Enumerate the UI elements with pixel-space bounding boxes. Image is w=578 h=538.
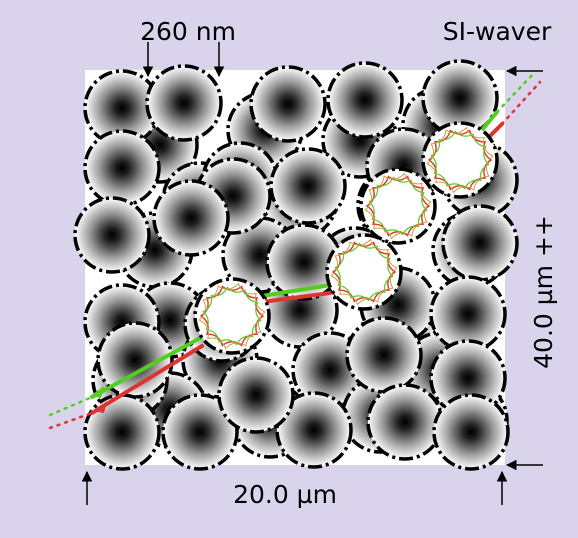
sphere-particle-48	[83, 393, 161, 471]
sphere-particle-34	[152, 179, 230, 257]
hollow-particle-1	[325, 233, 403, 311]
sphere-particle-49	[217, 356, 295, 434]
side-scale-label: 40.0 µm ++	[529, 215, 558, 369]
sphere-particle-27	[326, 61, 404, 139]
red-ray-segment-1	[90, 344, 204, 415]
green-ray-segment-2	[260, 283, 332, 298]
sphere-particle-44	[161, 393, 239, 471]
hollow-particle-layer	[193, 121, 499, 355]
red-ray-segment-2	[260, 291, 332, 304]
sphere-particle-29	[83, 129, 161, 207]
green-ray-arrowhead	[90, 386, 104, 398]
red-ray-arrowhead	[93, 401, 107, 413]
ray-layer	[48, 70, 542, 430]
green-ray-exit-dotted	[495, 70, 537, 114]
top-scale-label: 260 nm	[140, 17, 236, 46]
sphere-particle-33	[73, 196, 151, 274]
sphere-particle-45	[275, 391, 353, 469]
red-ray-segment-4	[486, 122, 504, 140]
hollow-particle-0	[193, 277, 271, 355]
sphere-particle-47	[432, 393, 510, 471]
sphere-layer	[73, 59, 519, 471]
sphere-particle-26	[249, 65, 327, 143]
green-ray-segment-4	[480, 110, 499, 132]
sphere-particle-42	[345, 316, 423, 394]
sphere-particle-35	[441, 204, 519, 282]
sphere-particle-46	[366, 383, 444, 461]
sphere-particle-31	[269, 147, 347, 225]
corner-title-label: SI-waver	[443, 17, 552, 46]
sphere-particle-25	[145, 64, 223, 142]
hollow-particle-2	[359, 167, 437, 245]
green-ray-entry-dotted	[48, 395, 94, 417]
sphere-particle-40	[429, 275, 507, 353]
green-ray-segment-1	[90, 335, 204, 399]
red-ray-exit-dotted	[500, 80, 542, 126]
bottom-scale-label: 20.0 µm	[233, 480, 337, 509]
hollow-particle-3	[421, 121, 499, 199]
red-ray-entry-dotted	[48, 411, 94, 430]
